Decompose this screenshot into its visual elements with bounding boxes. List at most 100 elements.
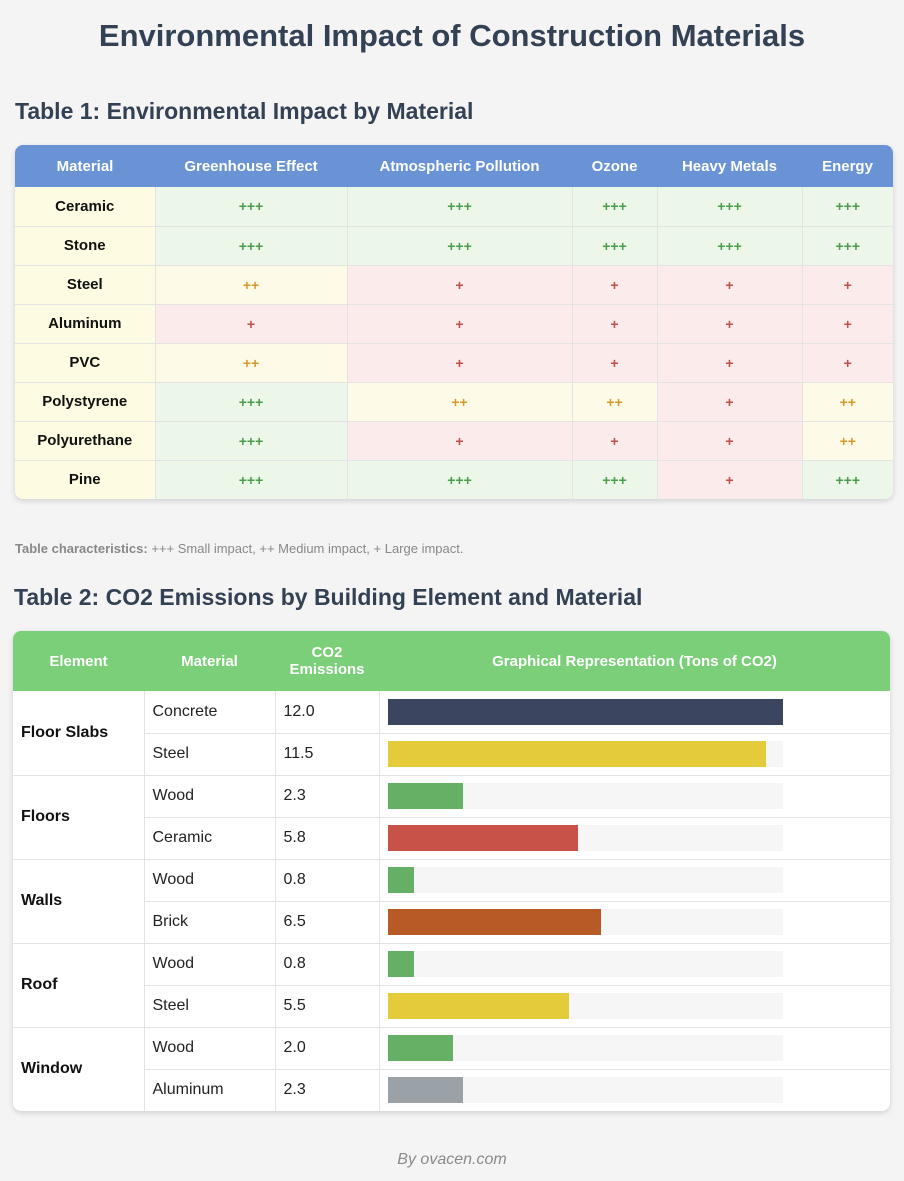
impact-cell-energy: + — [802, 304, 893, 344]
legend-label: Table characteristics: — [15, 541, 148, 556]
impact-cell-atmospheric-pollution: + — [347, 304, 573, 344]
impact-cell-heavy-metals: + — [657, 382, 803, 422]
bar-track — [387, 1077, 783, 1104]
co2-table-header-row: Element Material CO2 Emissions Graphical… — [13, 631, 890, 691]
bar-cell — [379, 775, 890, 818]
impact-cell-greenhouse-effect: +++ — [155, 382, 348, 422]
impact-cell-heavy-metals: + — [657, 343, 803, 383]
material-cell: Wood — [144, 775, 276, 818]
impact-cell-greenhouse-effect: +++ — [155, 460, 348, 499]
impact-table: Material Greenhouse Effect Atmospheric P… — [15, 145, 893, 499]
co2-value-cell: 5.5 — [275, 985, 380, 1028]
co2-value-cell: 2.3 — [275, 1069, 380, 1111]
co2-value-cell: 5.8 — [275, 817, 380, 860]
co2-bar — [387, 867, 414, 893]
bar-track — [387, 783, 783, 809]
table-row: Aluminum + + + + + — [15, 304, 893, 344]
co2-value-cell: 12.0 — [275, 691, 380, 734]
impact-cell-energy: + — [802, 265, 893, 305]
material-cell: Ceramic — [15, 187, 156, 227]
header-atmospheric-pollution: Atmospheric Pollution — [347, 145, 572, 187]
impact-cell-atmospheric-pollution: + — [347, 343, 573, 383]
co2-value-cell: 0.8 — [275, 859, 380, 902]
material-cell: Stone — [15, 226, 156, 266]
table-row: Ceramic +++ +++ +++ +++ +++ — [15, 187, 893, 227]
impact-cell-ozone: +++ — [572, 187, 658, 227]
impact-cell-ozone: + — [572, 421, 658, 461]
impact-cell-heavy-metals: + — [657, 265, 803, 305]
impact-cell-ozone: ++ — [572, 382, 658, 422]
co2-bar — [387, 1077, 464, 1104]
element-cell: Floors — [13, 775, 145, 860]
impact-cell-heavy-metals: + — [657, 421, 803, 461]
header-greenhouse-effect: Greenhouse Effect — [155, 145, 347, 187]
legend-text: +++ Small impact, ++ Medium impact, + La… — [147, 541, 464, 556]
co2-bar — [387, 951, 414, 977]
impact-cell-atmospheric-pollution: +++ — [347, 226, 573, 266]
impact-cell-heavy-metals: + — [657, 460, 803, 499]
material-cell: Steel — [144, 985, 276, 1028]
impact-cell-energy: + — [802, 343, 893, 383]
header-heavy-metals: Heavy Metals — [657, 145, 802, 187]
impact-cell-ozone: + — [572, 265, 658, 305]
impact-table-container: Material Greenhouse Effect Atmospheric P… — [15, 145, 893, 499]
impact-cell-greenhouse-effect: + — [155, 304, 348, 344]
impact-cell-atmospheric-pollution: ++ — [347, 382, 573, 422]
co2-bar — [387, 783, 464, 809]
bar-track — [387, 909, 783, 935]
material-cell: Brick — [144, 901, 276, 944]
impact-cell-greenhouse-effect: +++ — [155, 226, 348, 266]
impact-cell-ozone: +++ — [572, 460, 658, 499]
table-row: Brick 6.5 — [13, 901, 890, 944]
header-material: Material — [144, 631, 275, 691]
material-cell: Aluminum — [15, 304, 156, 344]
impact-cell-heavy-metals: +++ — [657, 226, 803, 266]
co2-table: Element Material CO2 Emissions Graphical… — [13, 631, 890, 1111]
header-co2-emissions: CO2 Emissions — [275, 631, 379, 691]
material-cell: Concrete — [144, 691, 276, 734]
co2-bar — [387, 1035, 454, 1061]
bar-cell — [379, 985, 890, 1028]
material-cell: Polystyrene — [15, 382, 156, 422]
table2-title: Table 2: CO2 Emissions by Building Eleme… — [14, 584, 643, 610]
table-row: Steel 5.5 — [13, 985, 890, 1028]
impact-cell-ozone: + — [572, 304, 658, 344]
bar-track — [387, 993, 783, 1019]
table-row: Roof Wood 0.8 — [13, 943, 890, 1028]
impact-cell-greenhouse-effect: ++ — [155, 265, 348, 305]
header-graphical-representation: Graphical Representation (Tons of CO2) — [379, 631, 890, 691]
bar-cell — [379, 733, 890, 776]
table-row: Aluminum 2.3 — [13, 1069, 890, 1111]
impact-cell-energy: ++ — [802, 382, 893, 422]
bar-cell — [379, 901, 890, 944]
table-row: PVC ++ + + + + — [15, 343, 893, 383]
table-row: Floors Wood 2.3 — [13, 775, 890, 860]
material-cell: PVC — [15, 343, 156, 383]
element-cell: Floor Slabs — [13, 691, 145, 776]
co2-value-cell: 2.3 — [275, 775, 380, 818]
material-cell: Ceramic — [144, 817, 276, 860]
bar-track — [387, 1035, 783, 1061]
bar-track — [387, 741, 783, 767]
impact-cell-ozone: +++ — [572, 226, 658, 266]
material-cell: Wood — [144, 943, 276, 986]
bar-track — [387, 951, 783, 977]
material-cell: Wood — [144, 1027, 276, 1070]
bar-cell — [379, 859, 890, 902]
impact-cell-heavy-metals: +++ — [657, 187, 803, 227]
table-row: Ceramic 5.8 — [13, 817, 890, 860]
co2-value-cell: 2.0 — [275, 1027, 380, 1070]
bar-cell — [379, 1069, 890, 1111]
impact-cell-energy: ++ — [802, 421, 893, 461]
material-cell: Wood — [144, 859, 276, 902]
co2-bar — [387, 698, 783, 725]
table-row: Walls Wood 0.8 — [13, 859, 890, 944]
impact-cell-atmospheric-pollution: + — [347, 421, 573, 461]
material-cell: Steel — [15, 265, 156, 305]
impact-cell-heavy-metals: + — [657, 304, 803, 344]
co2-value-cell: 6.5 — [275, 901, 380, 944]
bar-cell — [379, 943, 890, 986]
bar-cell — [379, 817, 890, 860]
footer-credit: By ovacen.com — [397, 1151, 507, 1168]
material-cell: Aluminum — [144, 1069, 276, 1111]
